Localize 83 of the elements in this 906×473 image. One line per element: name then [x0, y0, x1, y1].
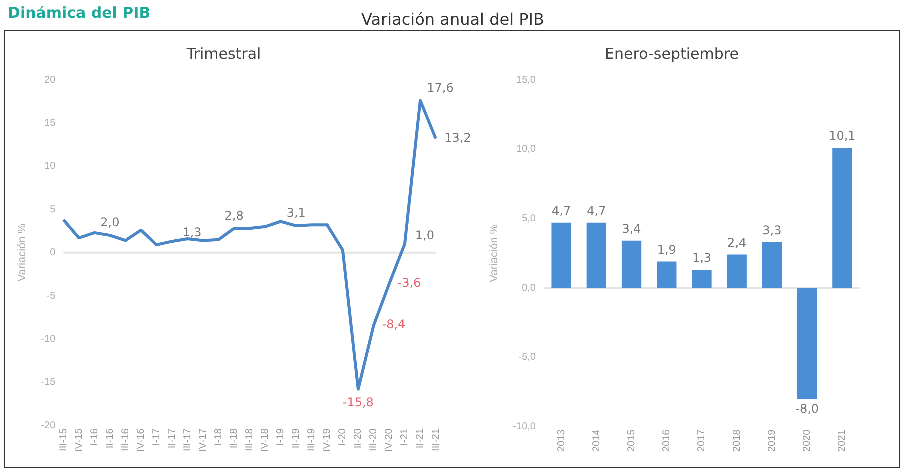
- x-tick-label: II-19: [291, 428, 302, 449]
- data-label: 1,9: [657, 242, 676, 257]
- x-tick-label: 2017: [696, 429, 708, 452]
- chart-title: Trimestral: [186, 44, 262, 63]
- data-label: 10,1: [829, 129, 856, 144]
- x-tick-label: IV-19: [322, 428, 334, 452]
- y-tick-label: 15: [44, 118, 56, 129]
- x-tick-label: III-21: [430, 428, 442, 452]
- x-tick-label: II-20: [353, 428, 364, 449]
- x-tick-label: I-21: [400, 428, 411, 446]
- x-tick-label: 2019: [766, 429, 778, 452]
- data-label: 2,4: [728, 236, 747, 250]
- y-axis-title: Variación %: [16, 224, 29, 282]
- x-tick-label: IV-16: [136, 428, 147, 452]
- bar: [622, 240, 642, 288]
- x-tick-label: II-17: [167, 428, 178, 449]
- x-tick-label: IV-18: [260, 428, 272, 452]
- y-tick-label: -5: [46, 290, 56, 302]
- y-tick-label: -20: [41, 420, 56, 432]
- data-label: 3,4: [622, 222, 642, 236]
- data-label: 1,3: [182, 226, 202, 240]
- x-tick-label: I-18: [214, 428, 225, 446]
- x-tick-label: III-19: [306, 428, 318, 452]
- x-tick-label: I-20: [338, 428, 349, 446]
- x-tick-label: II-16: [104, 428, 116, 449]
- bar: [586, 222, 606, 288]
- text: Variación anual del PIB: [362, 10, 544, 29]
- x-tick-label: 2020: [802, 429, 814, 452]
- data-label: 17,6: [427, 80, 454, 95]
- x-tick-label: III-15: [58, 428, 70, 452]
- y-tick-label: 0,0: [522, 282, 536, 294]
- bar: [727, 254, 747, 288]
- x-tick-label: 2016: [662, 429, 673, 452]
- chart-title: Enero-septiembre: [605, 44, 739, 63]
- bar: [692, 270, 712, 288]
- x-tick-label: III-17: [182, 428, 194, 452]
- data-label: 3,3: [762, 223, 782, 238]
- data-label: 4,7: [587, 204, 606, 218]
- y-tick-label: -5,0: [518, 352, 536, 364]
- text: Dinámica del PIB: [8, 4, 151, 22]
- x-tick-label: IV-17: [198, 428, 210, 452]
- data-label: 1,3: [692, 251, 712, 266]
- x-tick-label: 2014: [591, 429, 602, 452]
- bar: [552, 222, 572, 288]
- x-tick-label: 2013: [556, 429, 568, 452]
- data-label: 2,8: [224, 208, 244, 223]
- x-tick-label: IV-15: [74, 428, 85, 452]
- data-label: 1,0: [415, 228, 435, 242]
- x-tick-label: 2015: [626, 429, 638, 452]
- data-label: 2,0: [100, 216, 120, 230]
- y-tick-label: 0: [50, 248, 56, 259]
- data-label: -8,4: [382, 318, 406, 332]
- x-tick-label: I-17: [151, 428, 162, 446]
- bar: [798, 288, 818, 400]
- data-label: 3,1: [286, 206, 306, 220]
- y-tick-label: -15: [41, 377, 56, 388]
- y-tick-label: -10,0: [513, 422, 536, 433]
- x-tick-label: II-21: [415, 428, 426, 449]
- x-tick-label: III-18: [244, 428, 256, 452]
- x-tick-label: II-18: [229, 428, 240, 449]
- data-label: -3,6: [398, 276, 422, 290]
- y-tick-label: 20: [44, 74, 56, 86]
- y-tick-label: 10,0: [516, 144, 536, 156]
- y-tick-label: 5: [50, 204, 56, 216]
- x-tick-label: III-20: [368, 428, 380, 452]
- x-tick-label: 2018: [732, 429, 743, 452]
- x-tick-label: III-16: [120, 428, 132, 452]
- data-label: 13,2: [444, 130, 472, 145]
- y-tick-label: 15,0: [516, 74, 536, 86]
- data-label: 4,7: [552, 204, 572, 218]
- x-tick-label: I-19: [276, 428, 287, 446]
- data-label: -15,8: [342, 395, 374, 410]
- x-tick-label: I-16: [89, 428, 100, 446]
- y-tick-label: 5,0: [522, 213, 536, 224]
- x-tick-label: IV-20: [384, 428, 396, 452]
- bar: [657, 262, 677, 288]
- y-tick-label: 10: [44, 161, 56, 172]
- x-tick-label: 2021: [837, 429, 848, 452]
- bar: [832, 148, 852, 288]
- bar: [762, 242, 782, 288]
- y-axis-title: Variación %: [488, 224, 501, 282]
- y-tick-label: -10: [41, 334, 56, 345]
- data-label: -8,0: [796, 402, 820, 416]
